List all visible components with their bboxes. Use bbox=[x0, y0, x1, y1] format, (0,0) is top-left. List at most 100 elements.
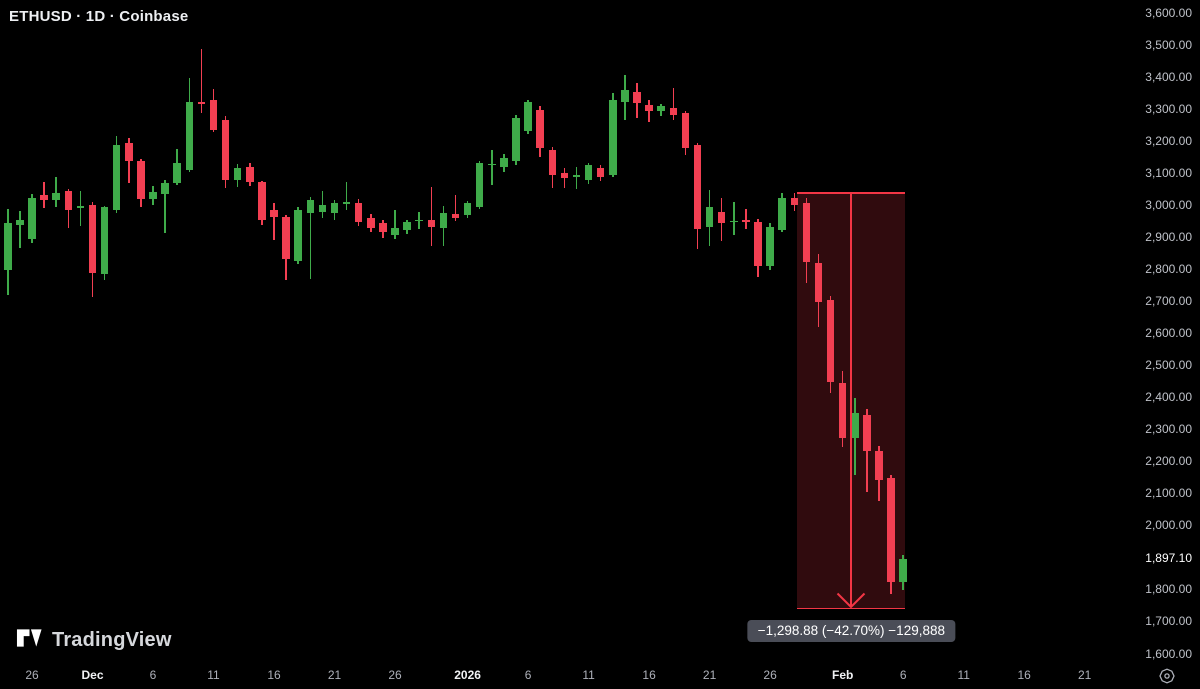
candle-wick bbox=[454, 194, 457, 221]
time-tick-label: 16 bbox=[267, 668, 281, 682]
price-tick-label: 3,600.00 bbox=[1145, 6, 1192, 20]
candle-wick bbox=[273, 202, 275, 240]
candle-body-up bbox=[512, 117, 520, 162]
candle-body-down bbox=[197, 101, 206, 105]
price-tick-label: 2,100.00 bbox=[1145, 486, 1192, 501]
candle-body-down bbox=[137, 161, 145, 200]
candle-body-up bbox=[28, 197, 36, 240]
gear-icon[interactable] bbox=[1159, 668, 1175, 684]
price-tick-label: 3,100.00 bbox=[1145, 166, 1192, 181]
tradingview-logo[interactable]: TradingView bbox=[16, 626, 172, 655]
candle-body-up bbox=[621, 90, 629, 102]
tradingview-logo-text: TradingView bbox=[52, 629, 172, 651]
candle-body-up bbox=[524, 101, 532, 132]
candle-wick bbox=[164, 179, 166, 234]
measure-arrowhead-icon bbox=[836, 592, 866, 609]
candle-body-up bbox=[173, 162, 181, 184]
time-tick-label: 11 bbox=[207, 668, 220, 682]
candle-body-down bbox=[863, 414, 871, 452]
candle-body-up bbox=[899, 559, 907, 583]
candle-wick bbox=[394, 209, 396, 239]
candle-wick bbox=[309, 197, 312, 280]
candle-body-down bbox=[354, 202, 363, 222]
candle-wick bbox=[575, 167, 578, 189]
candle-body-up bbox=[439, 212, 448, 228]
candle-body-down bbox=[536, 110, 544, 148]
candle-body-up bbox=[415, 219, 423, 222]
time-tick-label: 16 bbox=[642, 668, 656, 682]
candle-body-down bbox=[826, 300, 835, 382]
candle-body-down bbox=[221, 119, 230, 180]
candle-body-up bbox=[778, 198, 786, 230]
candle-wick bbox=[563, 168, 566, 188]
candle-body-up bbox=[185, 102, 194, 170]
candle-body-down bbox=[209, 100, 218, 130]
candle-body-up bbox=[342, 201, 351, 204]
candle-body-up bbox=[851, 413, 859, 438]
price-tick-label: 2,800.00 bbox=[1145, 262, 1192, 277]
candle-body-down bbox=[258, 182, 266, 220]
candle-body-up bbox=[500, 158, 508, 168]
time-tick-label: 6 bbox=[524, 668, 532, 682]
candle-body-down bbox=[754, 222, 762, 267]
candle-wick bbox=[55, 177, 57, 207]
candle-wick bbox=[19, 210, 21, 248]
current-price-label: 1,897.10 bbox=[1145, 551, 1192, 566]
candle-wick bbox=[430, 186, 433, 247]
price-tick-label: 2,400.00 bbox=[1145, 390, 1192, 405]
price-tick-label: 1,600.00 bbox=[1145, 646, 1192, 661]
candle-body-down bbox=[633, 92, 641, 104]
candle-body-down bbox=[887, 478, 895, 583]
candle-body-down bbox=[270, 209, 278, 218]
chart-canvas[interactable]: ETHUSD · 1D · Coinbase −1,298.88 (−42.70… bbox=[0, 0, 1132, 662]
time-tick-label: 26 bbox=[763, 668, 777, 682]
candle-wick bbox=[745, 209, 747, 229]
candle-body-down bbox=[40, 195, 48, 201]
candle-body-up bbox=[609, 99, 617, 175]
candle-body-down bbox=[875, 451, 883, 480]
time-tick-label: Feb bbox=[832, 668, 854, 682]
candle-body-down bbox=[427, 219, 436, 227]
symbol-legend[interactable]: ETHUSD · 1D · Coinbase bbox=[9, 8, 189, 25]
candles-layer bbox=[4, 49, 907, 594]
candle-body-down bbox=[246, 167, 254, 183]
price-axis[interactable]: 3,600.00 3,500.00 3,400.00 3,300.00 3,200.00… bbox=[1132, 0, 1200, 662]
candle-body-up bbox=[475, 163, 484, 207]
candle-wick bbox=[345, 181, 348, 210]
time-tick-label: 11 bbox=[582, 668, 595, 682]
price-tick-label: 3,200.00 bbox=[1145, 134, 1192, 149]
candle-body-up bbox=[584, 165, 593, 180]
candle-body-down bbox=[742, 220, 750, 223]
candle-wick bbox=[200, 49, 203, 113]
candle-wick bbox=[79, 191, 82, 226]
price-tick-label: 2,500.00 bbox=[1145, 358, 1192, 373]
candle-wick bbox=[733, 201, 735, 235]
time-tick-label: 6 bbox=[149, 668, 157, 682]
price-tick-label: 3,400.00 bbox=[1145, 70, 1192, 85]
candle-body-up bbox=[76, 206, 85, 209]
candle-body-up bbox=[463, 202, 472, 216]
candle-body-up bbox=[391, 227, 399, 235]
price-tick-label: 2,300.00 bbox=[1145, 422, 1192, 437]
candle-body-down bbox=[717, 211, 726, 223]
candle-body-up bbox=[488, 163, 496, 166]
measure-arrow-line bbox=[850, 192, 853, 606]
time-tick-label: 21 bbox=[327, 668, 342, 682]
price-tick-label: 2,900.00 bbox=[1145, 230, 1192, 245]
time-tick-label: 21 bbox=[1078, 668, 1092, 682]
candle-body-down bbox=[814, 262, 823, 302]
candle-body-up bbox=[294, 209, 302, 262]
candle-wick bbox=[491, 149, 493, 185]
time-tick-label: 6 bbox=[899, 668, 907, 682]
time-tick-label: 2026 bbox=[454, 668, 481, 682]
candle-body-down bbox=[560, 172, 569, 178]
candle-body-down bbox=[802, 202, 811, 262]
candle-body-up bbox=[572, 175, 581, 178]
measure-tool-label[interactable]: −1,298.88 (−42.70%) −129,888 bbox=[747, 619, 955, 642]
time-axis[interactable]: 26 Dec 6 11 16 21 26 2026 6 11 16 21 26 Feb 6 11 16 21 bbox=[0, 662, 1200, 689]
time-tick-label: 21 bbox=[702, 668, 717, 682]
price-tick-label: 2,200.00 bbox=[1145, 454, 1192, 469]
candle-body-up bbox=[730, 220, 738, 223]
measure-top-line bbox=[797, 191, 906, 194]
